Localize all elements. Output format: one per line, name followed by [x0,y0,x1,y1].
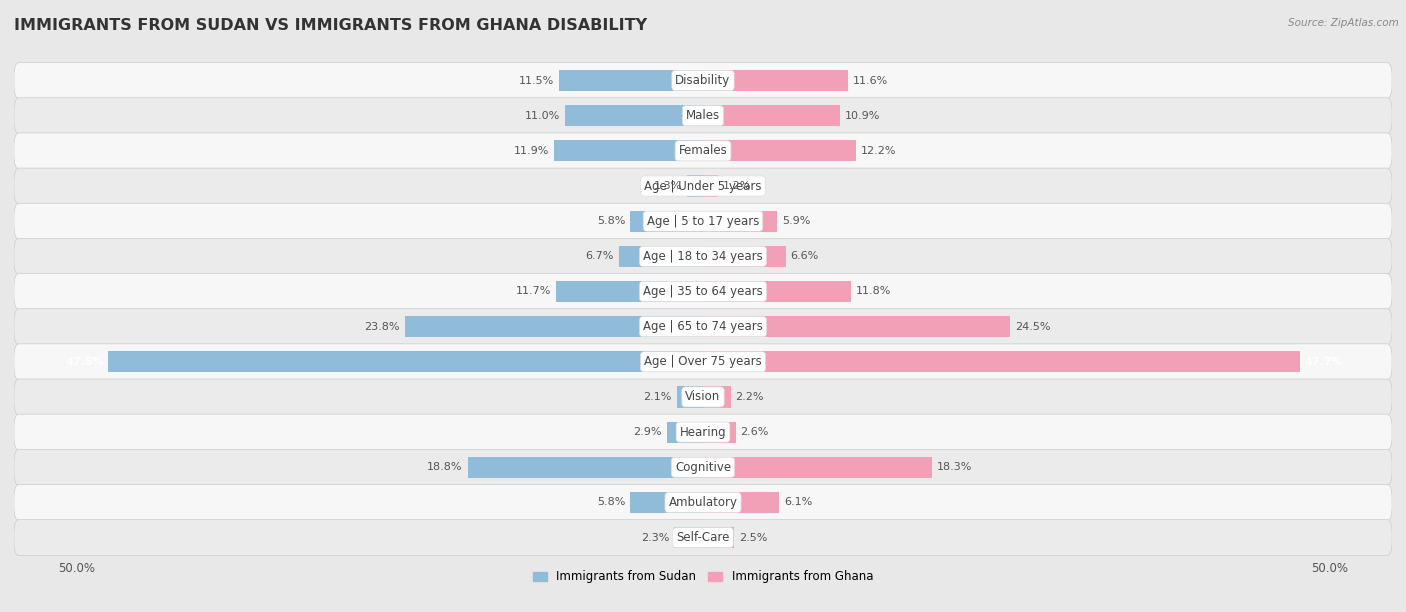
FancyBboxPatch shape [14,62,1392,99]
Bar [108,351,703,372]
Text: Age | 35 to 64 years: Age | 35 to 64 years [643,285,763,298]
Text: Source: ZipAtlas.com: Source: ZipAtlas.com [1288,18,1399,28]
Text: 11.9%: 11.9% [513,146,548,156]
Bar [703,457,932,478]
Text: Disability: Disability [675,74,731,87]
Text: 47.5%: 47.5% [66,357,104,367]
Text: 6.6%: 6.6% [790,252,818,261]
Bar [703,70,848,91]
FancyBboxPatch shape [14,133,1392,169]
Text: Age | 18 to 34 years: Age | 18 to 34 years [643,250,763,263]
Bar [405,316,703,337]
Text: 12.2%: 12.2% [860,146,897,156]
Bar [703,422,735,442]
Bar [565,105,703,126]
FancyBboxPatch shape [14,520,1392,556]
Bar [666,422,703,442]
Bar [630,211,703,232]
Bar [703,140,856,162]
Text: 18.3%: 18.3% [938,462,973,472]
Bar [703,492,779,513]
Text: 5.8%: 5.8% [598,498,626,507]
Text: 2.9%: 2.9% [633,427,662,437]
Text: 6.7%: 6.7% [586,252,614,261]
FancyBboxPatch shape [14,274,1392,310]
Text: 11.7%: 11.7% [516,286,551,296]
FancyBboxPatch shape [14,449,1392,485]
Bar [630,492,703,513]
Text: Males: Males [686,109,720,122]
Text: 47.7%: 47.7% [1305,357,1343,367]
FancyBboxPatch shape [14,379,1392,415]
Text: 11.6%: 11.6% [853,75,889,86]
Bar [703,281,851,302]
Text: 2.2%: 2.2% [735,392,763,402]
Bar [619,246,703,267]
Text: Ambulatory: Ambulatory [668,496,738,509]
FancyBboxPatch shape [14,168,1392,204]
Text: Vision: Vision [685,390,721,403]
FancyBboxPatch shape [14,239,1392,274]
Text: Age | 5 to 17 years: Age | 5 to 17 years [647,215,759,228]
Bar [703,176,718,196]
Bar [560,70,703,91]
FancyBboxPatch shape [14,308,1392,345]
Bar [468,457,703,478]
FancyBboxPatch shape [14,414,1392,450]
FancyBboxPatch shape [14,98,1392,133]
Text: 11.0%: 11.0% [524,111,560,121]
Text: 24.5%: 24.5% [1015,322,1050,332]
Text: 1.2%: 1.2% [723,181,751,191]
Text: Cognitive: Cognitive [675,461,731,474]
Bar [703,211,778,232]
Bar [703,246,786,267]
Text: 18.8%: 18.8% [427,462,463,472]
Text: 2.3%: 2.3% [641,532,669,543]
Bar [554,140,703,162]
FancyBboxPatch shape [14,485,1392,520]
Text: Hearing: Hearing [679,425,727,439]
Text: Self-Care: Self-Care [676,531,730,544]
FancyBboxPatch shape [14,203,1392,239]
Legend: Immigrants from Sudan, Immigrants from Ghana: Immigrants from Sudan, Immigrants from G… [529,565,877,588]
Text: Females: Females [679,144,727,157]
Text: 2.1%: 2.1% [644,392,672,402]
Bar [703,105,839,126]
Text: 11.8%: 11.8% [856,286,891,296]
Text: 5.8%: 5.8% [598,216,626,226]
Text: 11.5%: 11.5% [519,75,554,86]
Text: 2.6%: 2.6% [741,427,769,437]
Bar [703,386,731,408]
Text: 23.8%: 23.8% [364,322,399,332]
Bar [703,527,734,548]
Bar [675,527,703,548]
Text: Age | Over 75 years: Age | Over 75 years [644,356,762,368]
Text: 5.9%: 5.9% [782,216,810,226]
Text: 2.5%: 2.5% [740,532,768,543]
Text: 10.9%: 10.9% [845,111,880,121]
Text: Age | 65 to 74 years: Age | 65 to 74 years [643,320,763,333]
FancyBboxPatch shape [14,344,1392,379]
Text: 6.1%: 6.1% [785,498,813,507]
Text: Age | Under 5 years: Age | Under 5 years [644,179,762,193]
Bar [703,316,1010,337]
Bar [703,351,1301,372]
Bar [676,386,703,408]
Bar [686,176,703,196]
Text: 1.3%: 1.3% [654,181,682,191]
Text: IMMIGRANTS FROM SUDAN VS IMMIGRANTS FROM GHANA DISABILITY: IMMIGRANTS FROM SUDAN VS IMMIGRANTS FROM… [14,18,647,34]
Bar [557,281,703,302]
